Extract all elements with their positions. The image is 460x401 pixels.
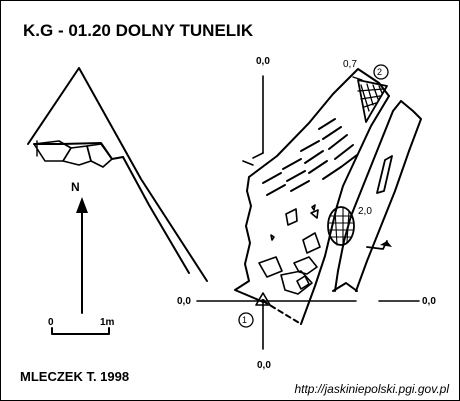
scale-bar	[51, 327, 110, 335]
north-label: N	[71, 180, 80, 194]
slope-hatching	[262, 118, 358, 196]
scale-length-label: 1m	[100, 317, 115, 328]
map-title: K.G - 01.20 DOLNY TUNELIK	[23, 21, 254, 40]
survey-station-2	[373, 64, 389, 80]
rubble-mound-symbol	[327, 206, 355, 246]
author-credit: MLECZEK T. 1998	[20, 369, 130, 384]
section-label-bottom: 0,0	[257, 360, 271, 371]
station-number-2: 2	[377, 67, 383, 77]
station-number-1: 1	[242, 315, 248, 325]
side-passage	[366, 155, 393, 250]
datum-lines	[196, 75, 420, 350]
longitudinal-section	[27, 67, 208, 282]
scale-zero-label: 0	[48, 317, 54, 328]
north-arrow-icon	[76, 197, 88, 314]
chimney-symbol	[352, 76, 388, 123]
section-label-top: 0,0	[256, 56, 270, 67]
section-label-right: 0,0	[422, 296, 436, 307]
boulder-symbols	[258, 204, 321, 295]
source-url: http://jaskiniepolski.pgi.gov.pl	[294, 382, 449, 396]
depth-label-middle: 2,0	[358, 206, 372, 217]
section-label-left: 0,0	[177, 296, 191, 307]
survey-station-1	[238, 292, 271, 328]
depth-label-top: 0,7	[343, 59, 357, 70]
